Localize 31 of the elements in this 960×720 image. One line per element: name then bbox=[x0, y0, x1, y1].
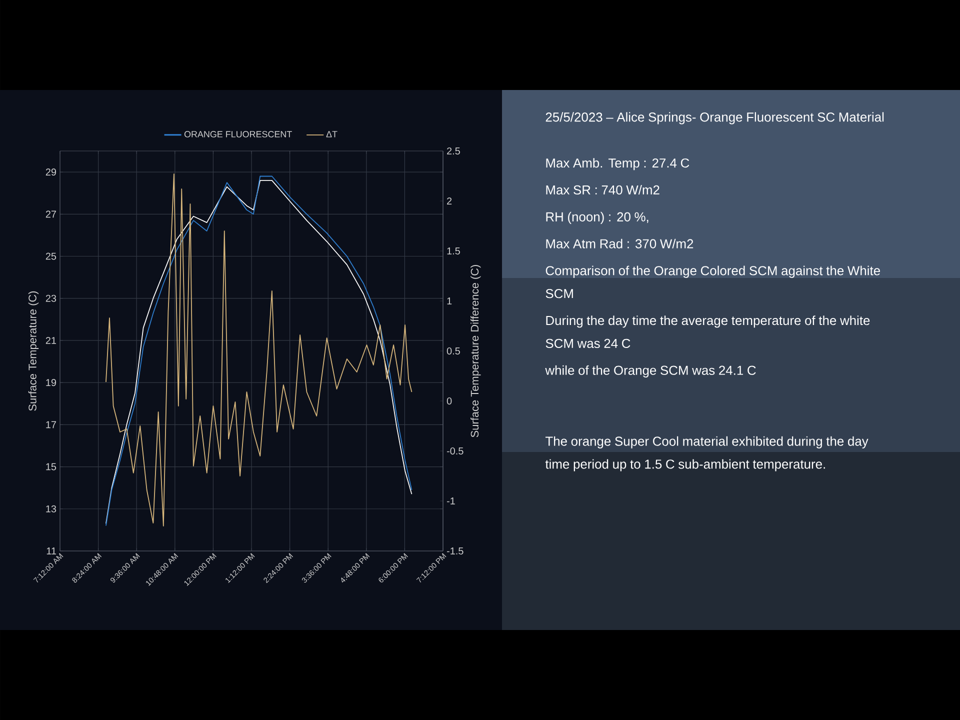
text: RH (noon) : 20 %, bbox=[546, 212, 648, 224]
legend-label: ORANGE FLUORESCENT bbox=[184, 131, 292, 138]
text: Comparison of the Orange Colored SCM against the White SCM bbox=[546, 266, 880, 298]
y-tick-label: 13 bbox=[46, 505, 56, 512]
y-tick-label: 21 bbox=[46, 336, 56, 344]
text: 25/5/2023 – Alice Springs- Orange Fluorescent SC Material bbox=[546, 112, 884, 124]
y-tick-label: 25 bbox=[46, 252, 56, 260]
text: Max Amb. Temp : 27.4 C bbox=[546, 158, 690, 170]
y-tick-label: 11 bbox=[46, 548, 56, 554]
y-tick-label: 15 bbox=[46, 463, 56, 470]
y2-tick-label: 2 bbox=[447, 198, 452, 204]
y2-axis-title: Surface Temperature Difference (C) bbox=[470, 265, 481, 438]
y2-tick-label: 1.5 bbox=[447, 248, 460, 254]
y2-tick-label: 0 bbox=[446, 397, 452, 405]
text: while of the Orange SCM was 24.1 C bbox=[545, 365, 756, 378]
y2-tick-label: -1.5 bbox=[446, 548, 464, 554]
text: Max SR : 740 W/m2 bbox=[546, 185, 660, 195]
y-tick-label: 19 bbox=[46, 379, 56, 386]
y-tick-label: 23 bbox=[46, 294, 56, 302]
y2-tick-label: 1 bbox=[447, 298, 452, 304]
text: The orange Super Cool material exhibited during the day time period up to 1.5 C sub-ambient temperature. bbox=[545, 436, 868, 472]
y2-tick-label: -0.5 bbox=[446, 447, 464, 455]
y2-tick-label: 2.5 bbox=[447, 147, 460, 155]
text: Max Atm Rad : 370 W/m2 bbox=[546, 238, 694, 248]
legend-label: ΔT bbox=[326, 131, 338, 138]
y-axis-title: Surface Temperature (C) bbox=[28, 291, 39, 411]
y2-tick-label: 0.5 bbox=[446, 347, 460, 355]
y-tick-label: 29 bbox=[46, 168, 56, 176]
y-tick-label: 27 bbox=[46, 210, 56, 218]
y2-tick-label: -1 bbox=[446, 498, 455, 504]
y-tick-label: 17 bbox=[46, 421, 56, 428]
